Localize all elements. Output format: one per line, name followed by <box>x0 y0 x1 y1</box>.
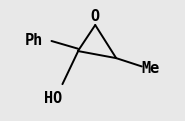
Text: Me: Me <box>142 61 160 76</box>
Text: O: O <box>91 9 100 24</box>
Text: Ph: Ph <box>25 33 43 48</box>
Text: HO: HO <box>44 91 63 106</box>
